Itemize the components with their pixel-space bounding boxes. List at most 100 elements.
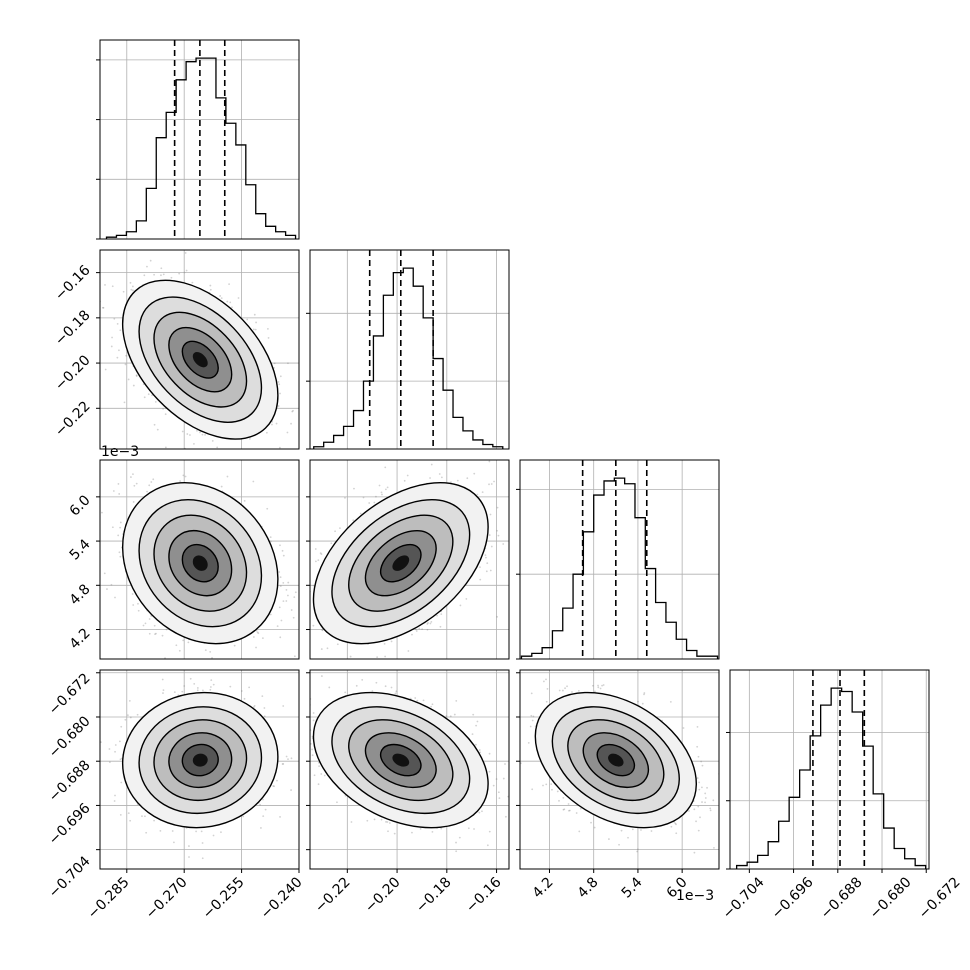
sample-point — [118, 740, 121, 743]
density-contour — [392, 555, 410, 571]
sample-point — [154, 633, 156, 635]
sample-point — [236, 452, 238, 454]
sample-point — [561, 524, 563, 526]
sample-point — [162, 273, 165, 276]
sample-point — [426, 628, 429, 631]
histogram-step — [735, 687, 927, 869]
sample-point — [280, 619, 283, 622]
sample-point — [118, 349, 120, 352]
panel-frame — [99, 39, 300, 240]
sample-point — [226, 475, 229, 478]
sample-point — [476, 493, 479, 496]
sample-point — [202, 667, 204, 669]
sample-point — [267, 337, 270, 339]
sample-point — [117, 534, 120, 537]
sample-point — [187, 641, 190, 644]
sample-point — [349, 655, 352, 658]
sample-point — [219, 295, 222, 297]
sample-point — [485, 556, 487, 559]
sample-point — [427, 621, 429, 624]
sample-point — [193, 442, 195, 445]
sample-point — [172, 841, 175, 844]
sample-point — [276, 779, 278, 782]
sample-point — [440, 613, 443, 616]
sample-point — [277, 381, 280, 383]
sample-point — [164, 446, 167, 449]
sample-point — [440, 476, 443, 479]
sample-point — [484, 554, 487, 557]
sample-point — [129, 819, 132, 822]
sample-point — [125, 354, 128, 357]
sample-point — [130, 476, 132, 478]
sample-point — [152, 478, 155, 481]
sample-point — [181, 690, 184, 693]
sample-point — [438, 473, 441, 475]
sample-point — [279, 544, 281, 547]
panel-2-2 — [306, 249, 510, 450]
sample-point — [344, 496, 346, 499]
sample-point — [275, 472, 277, 474]
sample-point — [209, 288, 212, 291]
sample-point — [228, 283, 230, 285]
sample-point — [184, 475, 187, 478]
sample-point — [255, 321, 257, 324]
sample-point — [287, 594, 289, 597]
sample-point — [119, 555, 122, 558]
sample-point — [137, 609, 140, 612]
sample-point — [135, 482, 138, 485]
sample-point — [153, 624, 156, 627]
sample-point — [502, 543, 505, 545]
sample-point — [161, 678, 164, 681]
sample-point — [119, 329, 122, 332]
sample-point — [386, 486, 389, 489]
sample-point — [269, 536, 272, 539]
sample-point — [156, 428, 159, 431]
sample-point — [165, 628, 168, 631]
sample-point — [178, 272, 181, 275]
sample-point — [200, 830, 203, 833]
sample-point — [131, 593, 134, 595]
sample-point — [132, 473, 134, 476]
sample-point — [186, 433, 189, 435]
sample-point — [292, 409, 294, 412]
sample-point — [127, 378, 130, 381]
panel-4-4 — [726, 669, 930, 873]
sample-point — [293, 655, 296, 658]
sample-point — [481, 491, 484, 494]
sample-point — [123, 401, 126, 404]
sample-point — [271, 423, 273, 426]
sample-point — [148, 632, 151, 635]
sample-point — [279, 576, 282, 579]
panel-frame — [309, 459, 510, 660]
histogram-step — [105, 57, 297, 239]
sample-point — [182, 474, 185, 477]
sample-point — [162, 407, 165, 410]
sample-point — [496, 529, 498, 532]
sample-point — [116, 356, 119, 359]
sample-point — [201, 857, 204, 860]
sample-point — [479, 566, 481, 569]
sample-point — [291, 410, 294, 413]
sample-point — [278, 571, 281, 573]
sample-point — [403, 479, 406, 482]
sample-point — [148, 618, 151, 620]
panels — [96, 39, 930, 873]
sample-point — [229, 301, 232, 304]
sample-point — [220, 297, 223, 300]
panel-frame — [729, 669, 930, 870]
sample-point — [290, 461, 292, 463]
sample-point — [307, 578, 309, 580]
sample-point — [101, 306, 104, 309]
sample-point — [102, 306, 105, 309]
sample-point — [184, 252, 187, 254]
sample-point — [113, 317, 116, 320]
panel-3-3 — [516, 459, 720, 660]
sample-point — [117, 483, 120, 485]
sample-point — [439, 625, 442, 628]
sample-point — [407, 650, 410, 652]
sample-point — [272, 785, 275, 787]
panel-frame — [519, 459, 720, 660]
sample-point — [118, 551, 121, 554]
sample-point — [231, 306, 233, 309]
